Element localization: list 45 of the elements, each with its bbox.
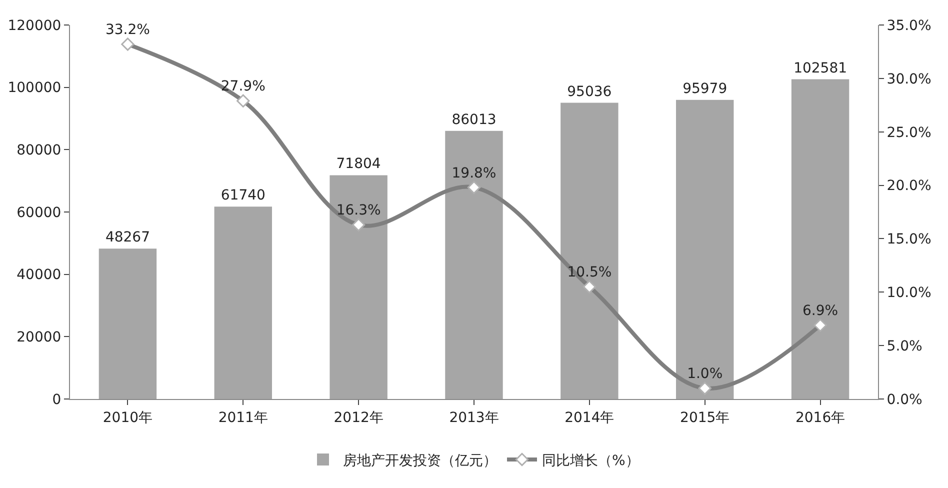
bar <box>676 100 734 399</box>
x-tick-label: 2011年 <box>218 410 268 426</box>
y-tick-label: 20000 <box>16 330 62 346</box>
y-tick-label: 40000 <box>16 267 62 284</box>
data-label: 1.0% <box>687 366 723 382</box>
data-label: 19.8% <box>452 165 496 182</box>
bar <box>445 130 503 399</box>
y2-tick-label: 20.0% <box>886 178 932 194</box>
x-tick-label: 2013年 <box>449 410 499 426</box>
data-label: 48267 <box>105 230 150 246</box>
x-tick-label: 2014年 <box>564 410 614 426</box>
bar <box>560 102 618 399</box>
y-tick-label: 100000 <box>8 80 62 96</box>
y2-tick-label: 0.0% <box>886 392 922 408</box>
y2-tick-label: 15.0% <box>886 232 932 248</box>
data-label: 6.9% <box>802 303 838 320</box>
y-tick-label: 80000 <box>16 142 62 159</box>
y2-tick-label: 30.0% <box>886 71 932 88</box>
legend-label: 同比增长（%） <box>542 452 640 469</box>
bar <box>214 206 272 399</box>
data-label: 27.9% <box>220 78 266 95</box>
bar <box>330 175 388 399</box>
bar <box>791 79 850 399</box>
x-tick-label: 2015年 <box>680 410 730 426</box>
y2-tick-label: 35.0% <box>886 18 932 34</box>
data-label: 10.5% <box>567 264 612 281</box>
y-tick-label: 120000 <box>8 18 62 34</box>
y2-tick-label: 25.0% <box>886 124 932 141</box>
data-label: 33.2% <box>105 22 150 38</box>
y-tick-label: 60000 <box>16 204 62 221</box>
data-label: 102581 <box>794 60 848 76</box>
data-label: 95979 <box>682 80 728 97</box>
x-tick-label: 2016年 <box>795 410 846 426</box>
data-label: 86013 <box>452 112 496 128</box>
bar <box>98 248 157 399</box>
y2-tick-label: 5.0% <box>886 338 922 354</box>
x-tick-label: 2010年 <box>102 410 153 426</box>
data-label: 71804 <box>336 156 381 172</box>
x-tick-label: 2012年 <box>334 410 384 426</box>
y2-tick-label: 10.0% <box>886 285 932 302</box>
data-label: 95036 <box>567 84 612 100</box>
legend-label: 房地产开发投资（亿元） <box>343 452 497 469</box>
data-label: 16.3% <box>336 202 381 219</box>
y-tick-label: 0 <box>52 392 62 408</box>
data-label: 61740 <box>220 188 266 204</box>
